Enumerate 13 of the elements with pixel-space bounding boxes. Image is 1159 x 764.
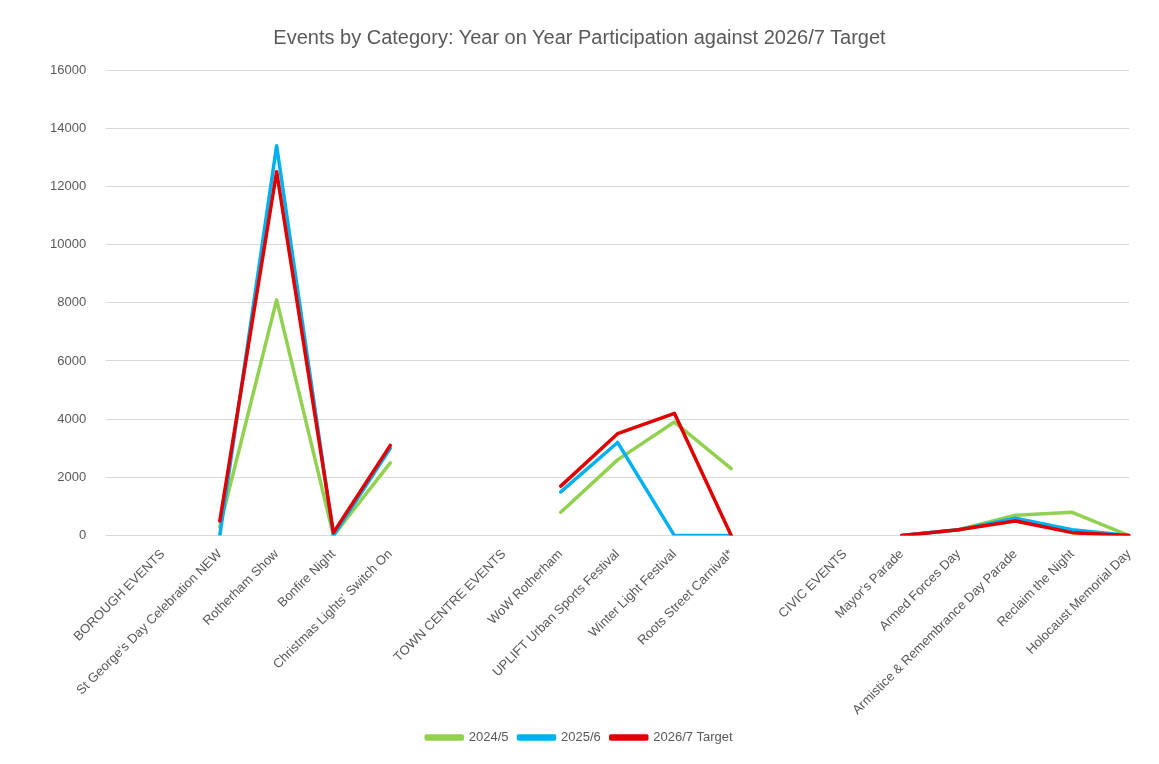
y-tick-label: 12000 (49, 177, 87, 193)
chart-title: Events by Category: Year on Year Participation against 2026/7 Target (273, 25, 887, 48)
legend-label: 2025/6 (561, 729, 601, 745)
y-tick-label: 16000 (49, 61, 87, 77)
legend-label: 2026/7 Target (653, 729, 733, 745)
y-tick-label: 4000 (57, 410, 87, 426)
y-tick-label: 6000 (57, 352, 87, 368)
y-tick-label: 8000 (57, 294, 87, 310)
y-tick-label: 14000 (49, 119, 87, 135)
legend-label: 2024/5 (468, 729, 509, 745)
y-tick-label: 10000 (49, 236, 87, 252)
y-tick-label: 2000 (57, 468, 87, 484)
y-tick-label: 0 (78, 527, 87, 543)
